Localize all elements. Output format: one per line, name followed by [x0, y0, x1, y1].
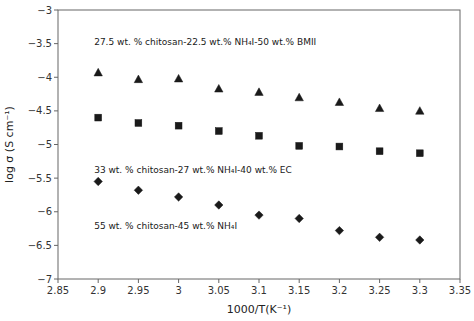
triangle-point: [295, 93, 303, 101]
square-point: [256, 132, 263, 139]
y-axis-label: log σ (S cm⁻¹): [3, 106, 16, 183]
x-tick: [259, 279, 260, 283]
triangle-point: [215, 84, 223, 92]
triangle-point: [134, 75, 142, 83]
series: [94, 177, 424, 244]
square-point: [376, 148, 383, 155]
x-tick-label: 3.25: [368, 285, 390, 296]
x-tick-label: 3.05: [208, 285, 230, 296]
triangle-point: [335, 98, 343, 106]
y-tick-label: −5: [37, 139, 52, 150]
annotation: 33 wt. % chitosan-27 wt.% NH₄I-40 wt.% E…: [94, 165, 292, 175]
x-tick-label: 2.95: [127, 285, 149, 296]
diamond-point: [94, 177, 102, 185]
plot-frame: [58, 10, 460, 279]
x-tick: [299, 279, 300, 283]
triangle-point: [94, 68, 102, 76]
x-tick: [218, 279, 219, 283]
triangle-point: [416, 107, 424, 115]
diamond-point: [134, 186, 142, 194]
square-point: [175, 122, 182, 129]
x-tick: [178, 279, 179, 283]
y-tick-label: −7: [37, 274, 52, 285]
series: [94, 68, 424, 114]
diamond-point: [295, 214, 303, 222]
diamond-point: [375, 233, 383, 241]
y-tick-label: −5.5: [28, 173, 52, 184]
x-tick: [98, 279, 99, 283]
x-tick: [339, 279, 340, 283]
points: [94, 68, 424, 244]
diamond-point: [416, 236, 424, 244]
x-tick-label: 3.35: [449, 285, 471, 296]
y-tick-label: −6.5: [28, 240, 52, 251]
y-tick-label: −4: [37, 72, 52, 83]
x-tick-label: 3.15: [288, 285, 310, 296]
y-tick: [54, 178, 58, 179]
triangle-point: [174, 74, 182, 82]
annotation: 27.5 wt. % chitosan-22.5 wt.% NH₄I-50 wt…: [94, 37, 316, 47]
diamond-point: [215, 201, 223, 209]
y-tick: [54, 211, 58, 212]
square-point: [336, 143, 343, 150]
square-point: [135, 120, 142, 127]
x-tick-label: 3.3: [412, 285, 428, 296]
x-tick: [379, 279, 380, 283]
square-point: [296, 142, 303, 149]
annotation: 55 wt. % chitosan-45 wt.% NH₄I: [94, 221, 237, 231]
triangle-point: [375, 104, 383, 112]
x-tick-label: 2.9: [90, 285, 106, 296]
y-tick-label: −4.5: [28, 105, 52, 116]
y-tick-label: −6: [37, 206, 52, 217]
y-tick: [54, 10, 58, 11]
triangle-point: [255, 88, 263, 96]
x-tick-label: 3.1: [251, 285, 267, 296]
y-tick: [54, 279, 58, 280]
square-point: [95, 114, 102, 121]
y-tick: [54, 245, 58, 246]
x-tick-label: 2.85: [47, 285, 69, 296]
square-point: [416, 150, 423, 157]
x-tick-label: 3.2: [331, 285, 347, 296]
diamond-point: [174, 193, 182, 201]
x-tick: [58, 279, 59, 283]
y-tick: [54, 110, 58, 111]
y-tick-label: −3: [37, 5, 52, 16]
x-tick-label: 3: [175, 285, 181, 296]
x-tick: [138, 279, 139, 283]
x-axis-label: 1000/T(K⁻¹): [227, 303, 291, 316]
y-tick: [54, 43, 58, 44]
y-tick: [54, 77, 58, 78]
diamond-point: [335, 226, 343, 234]
square-point: [215, 128, 222, 135]
diamond-point: [255, 211, 263, 219]
x-tick: [460, 279, 461, 283]
y-tick: [54, 144, 58, 145]
chart: 2.85 2.9 2.95 3 3.05 3.1 3.15 3.2 3.25 3.3 3.35 −7 −…: [0, 0, 474, 321]
x-tick: [419, 279, 420, 283]
y-tick-label: −3.5: [28, 38, 52, 49]
series: [95, 114, 423, 156]
